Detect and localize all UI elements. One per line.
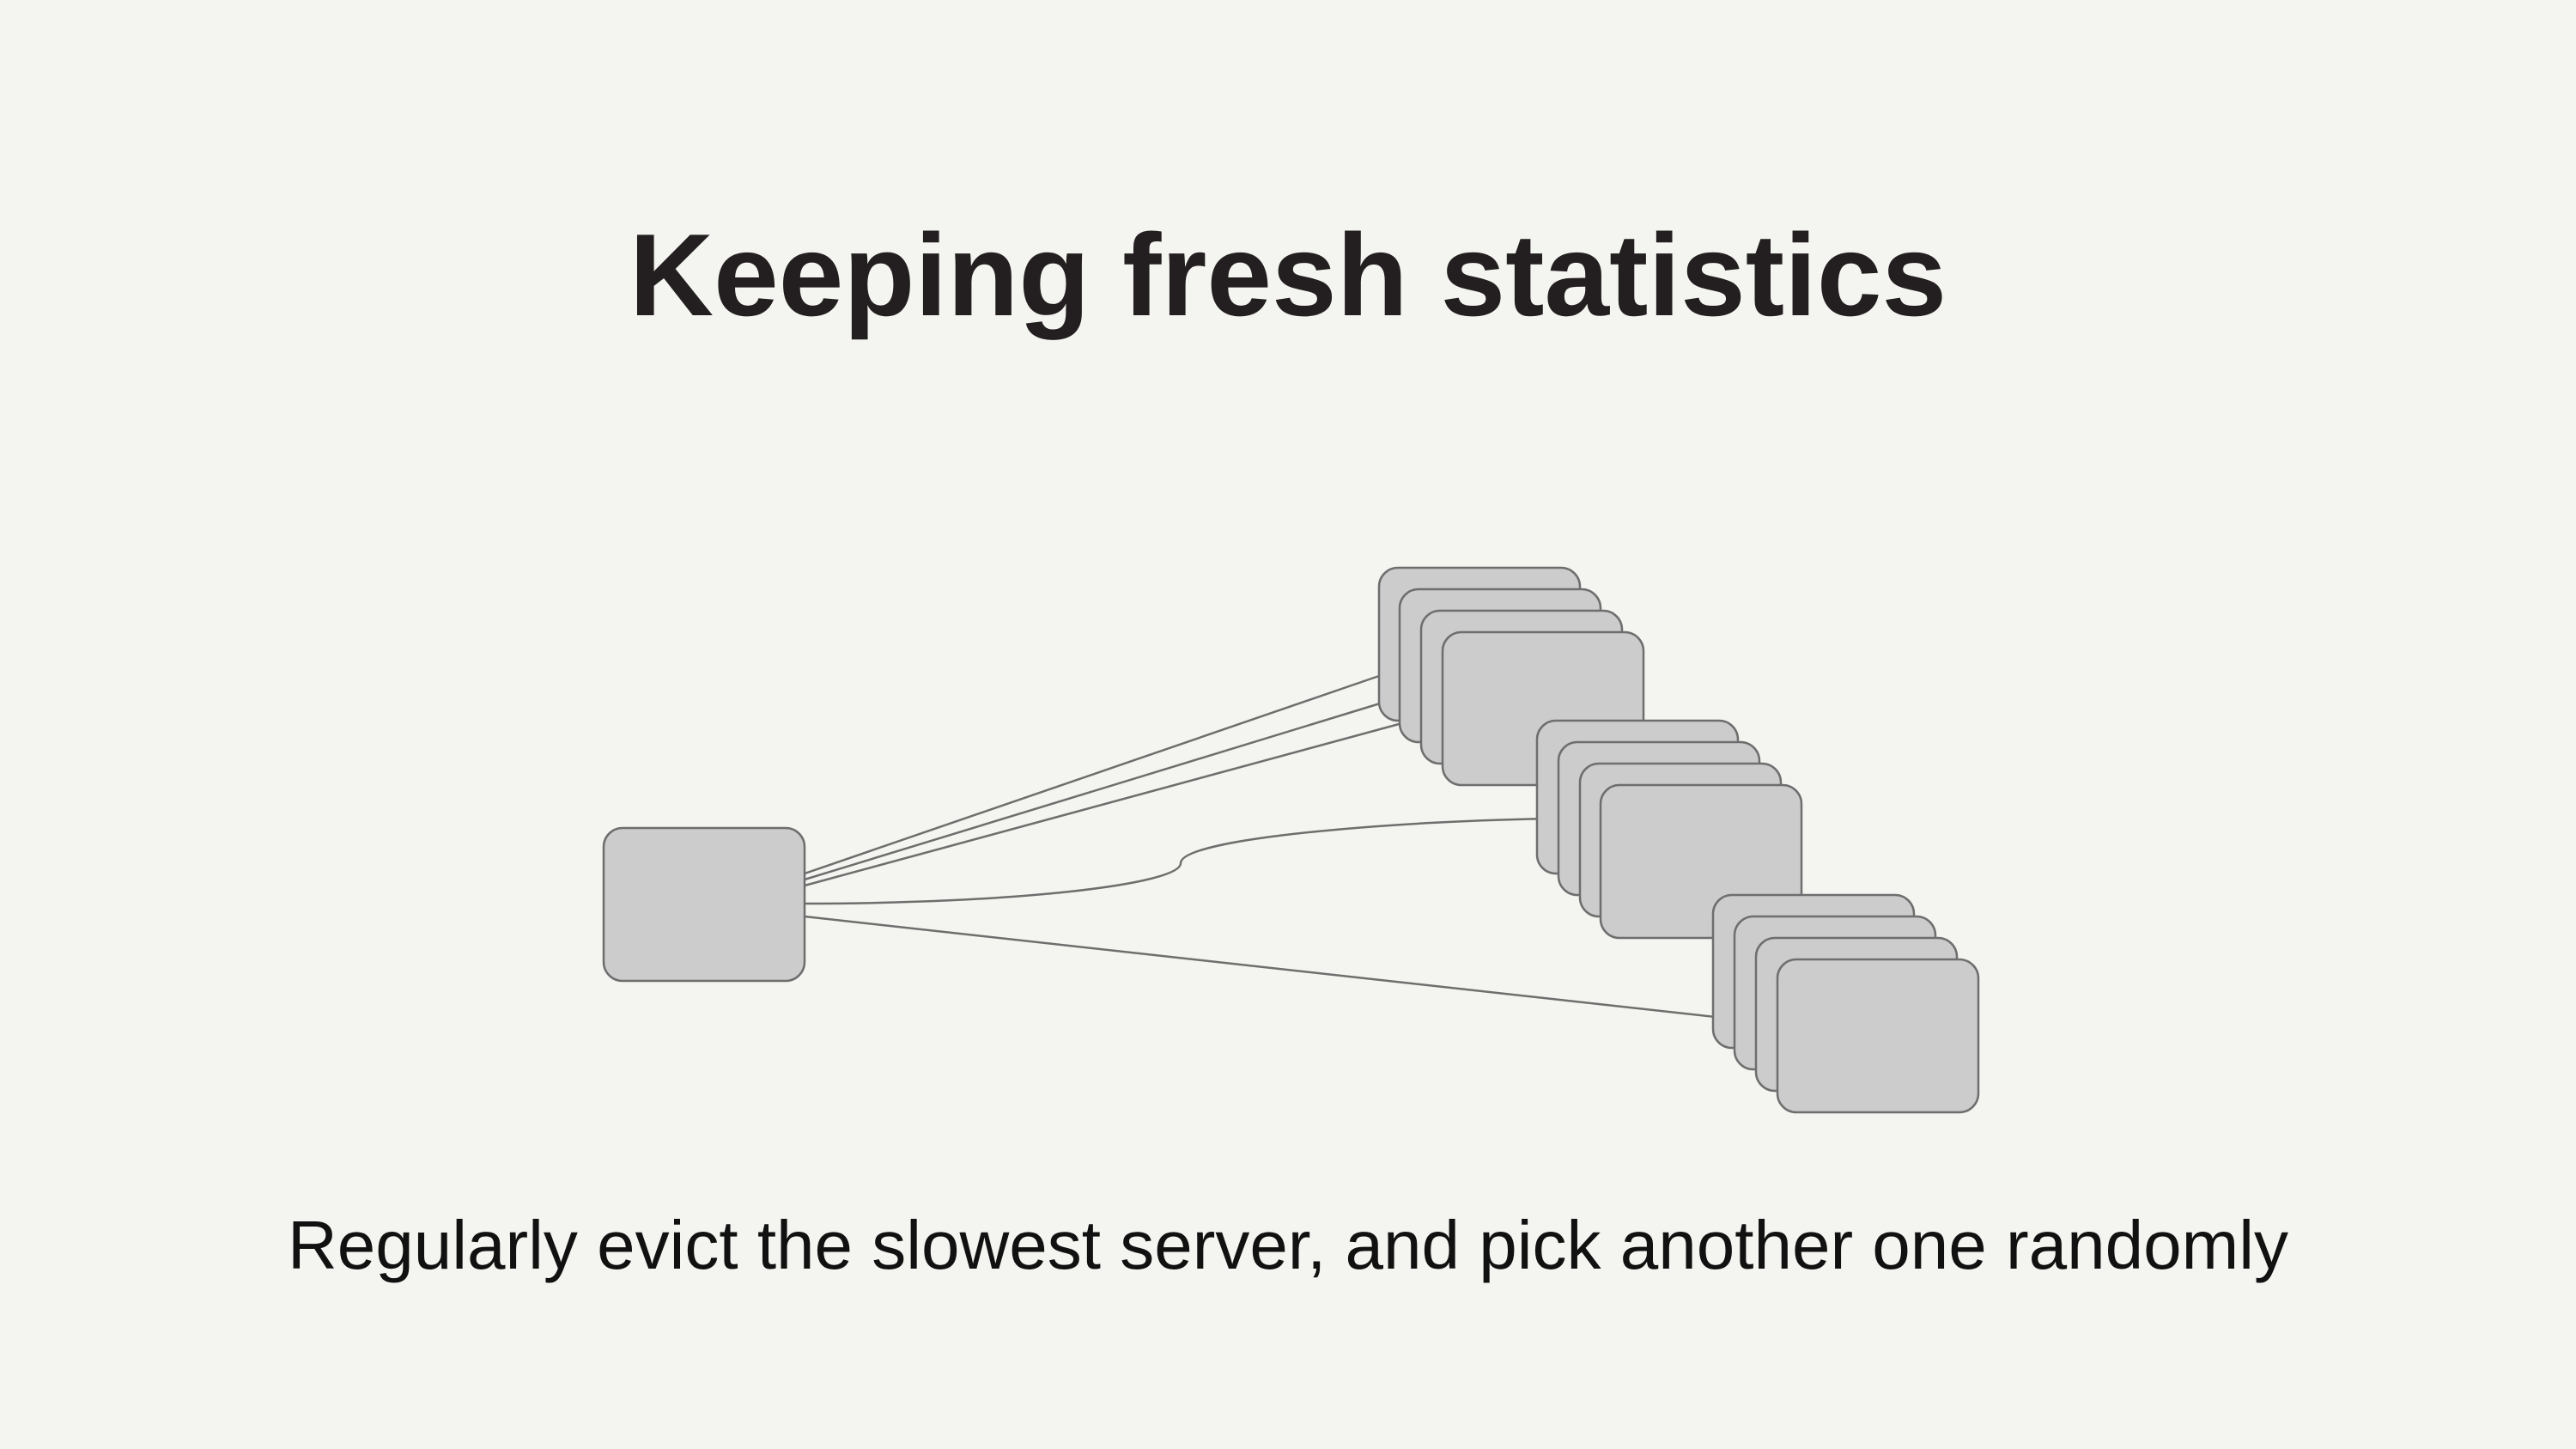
server-box bbox=[1776, 958, 1980, 1114]
slide-caption: Regularly evict the slowest server, and … bbox=[287, 1207, 2289, 1283]
connection-line bbox=[804, 674, 1380, 875]
connection-line bbox=[804, 716, 1422, 887]
client-box bbox=[602, 826, 806, 983]
connections bbox=[804, 674, 1778, 1026]
connection-line bbox=[804, 696, 1400, 881]
connection-line bbox=[804, 817, 1557, 905]
server-group bbox=[1711, 893, 1980, 1114]
slide-title: Keeping fresh statistics bbox=[629, 210, 1947, 340]
connection-line bbox=[804, 915, 1778, 1026]
